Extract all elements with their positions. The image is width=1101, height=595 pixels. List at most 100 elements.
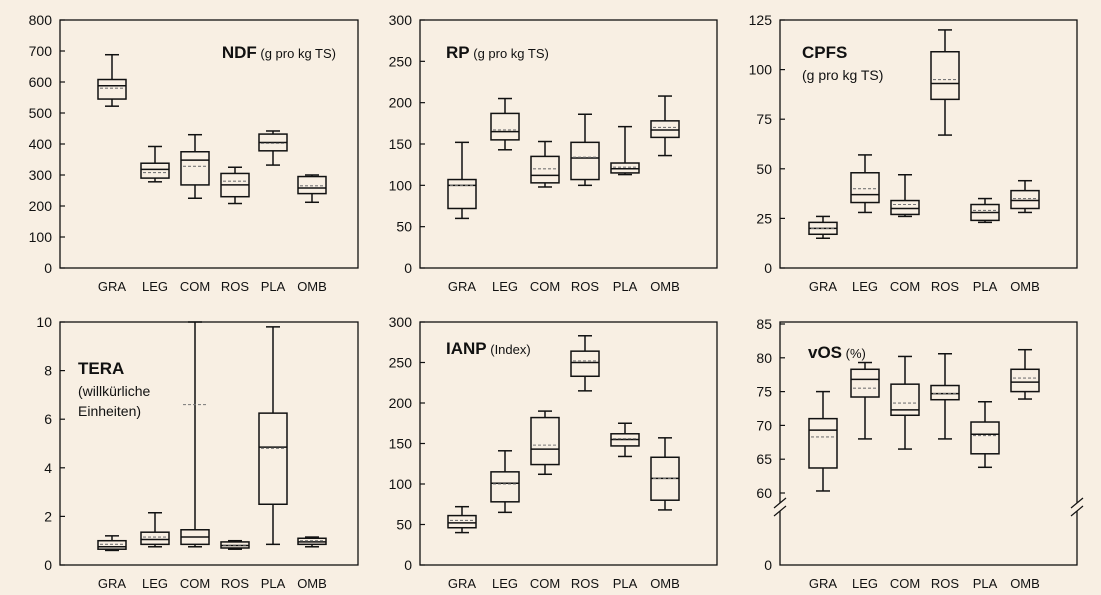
box-pla xyxy=(610,422,640,458)
box-ros xyxy=(570,113,600,187)
x-category-label: GRA xyxy=(809,279,838,294)
box-com xyxy=(890,174,920,218)
x-category-label: PLA xyxy=(973,576,998,591)
y-tick-label: 50 xyxy=(756,161,772,177)
x-category-label: ROS xyxy=(571,279,600,294)
box-pla xyxy=(970,400,1000,469)
y-tick-label: 800 xyxy=(29,12,53,28)
box-ros xyxy=(570,335,600,392)
y-tick-label: 150 xyxy=(389,136,413,152)
panel-title-main: NDF xyxy=(222,43,257,62)
x-category-label: PLA xyxy=(973,279,998,294)
panel-frame xyxy=(779,321,1078,566)
box-com xyxy=(890,355,920,450)
y-tick-label: 65 xyxy=(756,451,772,467)
box-iqr xyxy=(650,120,680,139)
y-tick-label: 300 xyxy=(389,12,413,28)
box-iqr xyxy=(447,178,477,210)
y-tick-label: 300 xyxy=(29,167,53,183)
x-category-label: PLA xyxy=(613,279,638,294)
chart-panel-vos: 60 65 70 75 80 85 0 GRA LEG COM ROS PLA OMB vOS (%) xyxy=(756,316,1084,591)
y-tick-label: 10 xyxy=(36,314,52,330)
panel-title-main: TERA xyxy=(78,359,124,378)
box-iqr xyxy=(490,471,520,503)
axis-break-mark xyxy=(1070,497,1084,509)
y-tick-label: 250 xyxy=(389,53,413,69)
axis-break-mark xyxy=(1070,505,1084,517)
panel-frame xyxy=(419,321,718,566)
y-tick-label: 85 xyxy=(756,316,772,332)
x-category-label: OMB xyxy=(650,279,680,294)
box-com xyxy=(530,140,560,188)
box-pla xyxy=(610,125,640,176)
chart-panel-ndf: 0 100 200 300 400 500 600 700 800 GRA LEG COM ROS PLA… xyxy=(29,12,359,294)
y-tick-label: 200 xyxy=(389,395,413,411)
x-category-label: COM xyxy=(180,279,210,294)
chart-panel-ianp: 0 50 100 150 200 250 300 GRA LEG COM ROS PLA OMB IANP… xyxy=(389,314,718,591)
box-omb xyxy=(297,536,327,548)
x-category-label: COM xyxy=(530,279,560,294)
box-omb xyxy=(1010,179,1040,214)
box-leg xyxy=(490,97,520,151)
axis-break-mark xyxy=(773,497,787,509)
y-tick-label: 0 xyxy=(44,260,52,276)
box-iqr xyxy=(570,141,600,181)
x-category-label: COM xyxy=(890,279,920,294)
y-tick-label: 100 xyxy=(29,229,53,245)
y-tick-label: 6 xyxy=(44,411,52,427)
x-category-label: GRA xyxy=(448,576,477,591)
panel-title-main: RP xyxy=(446,43,470,62)
y-tick-label: 600 xyxy=(29,74,53,90)
box-iqr xyxy=(530,416,560,466)
box-com xyxy=(180,133,210,199)
box-iqr xyxy=(97,539,127,550)
box-gra xyxy=(808,215,838,239)
box-iqr xyxy=(930,50,960,101)
box-iqr xyxy=(140,531,170,546)
box-com xyxy=(530,410,560,476)
box-pla xyxy=(258,326,288,546)
y-tick-label: 0 xyxy=(44,557,52,573)
panel-title: NDF (g pro kg TS) xyxy=(222,43,336,62)
panel-title: IANP (Index) xyxy=(446,339,531,358)
box-leg xyxy=(850,154,880,214)
x-category-label: ROS xyxy=(931,279,960,294)
box-iqr xyxy=(490,112,520,141)
box-pla xyxy=(258,130,288,166)
x-category-label: LEG xyxy=(852,279,878,294)
box-omb xyxy=(650,95,680,157)
box-ros xyxy=(220,539,250,550)
panel-title: vOS (%) xyxy=(808,343,866,362)
x-category-label: OMB xyxy=(1010,279,1040,294)
x-category-label: ROS xyxy=(931,576,960,591)
box-leg xyxy=(850,361,880,440)
box-iqr xyxy=(890,383,920,417)
panel-title-main: IANP xyxy=(446,339,487,358)
y-tick-label: 400 xyxy=(29,136,53,152)
y-tick-label: 25 xyxy=(756,210,772,226)
box-leg xyxy=(490,450,520,514)
box-iqr xyxy=(610,162,640,174)
panel-title: TERA xyxy=(78,359,124,378)
box-iqr xyxy=(180,151,210,186)
box-gra xyxy=(97,535,127,552)
box-leg xyxy=(140,145,170,183)
box-iqr xyxy=(297,175,327,195)
y-tick-label: 100 xyxy=(749,62,773,78)
axis-break-mark xyxy=(773,505,787,517)
y-tick-label: 75 xyxy=(756,384,772,400)
y-tick-label: 0 xyxy=(404,557,412,573)
x-category-label: PLA xyxy=(613,576,638,591)
box-iqr xyxy=(808,417,838,469)
x-category-label: GRA xyxy=(448,279,477,294)
box-ros xyxy=(930,352,960,440)
chart-panel-tera: 0 2 4 6 8 10 GRA LEG COM ROS PLA OMB TERA (willkürlic… xyxy=(36,314,359,591)
box-pla xyxy=(970,197,1000,224)
x-category-label: LEG xyxy=(492,576,518,591)
y-tick-label: 50 xyxy=(396,219,412,235)
y-tick-label: 200 xyxy=(29,198,53,214)
x-category-label: PLA xyxy=(261,576,286,591)
x-category-label: LEG xyxy=(852,576,878,591)
panel-title-unit: (g pro kg TS) xyxy=(257,46,336,61)
